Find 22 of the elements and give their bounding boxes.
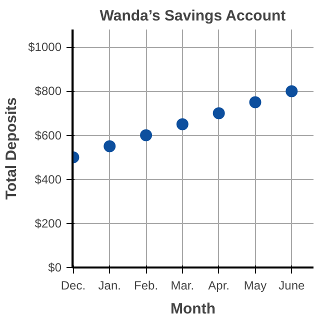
point bbox=[212, 107, 225, 120]
point bbox=[140, 129, 152, 142]
y-tick-label: $1000 bbox=[28, 40, 62, 54]
point bbox=[286, 85, 298, 98]
y-tick-label: $200 bbox=[34, 216, 62, 230]
x-tick-label: Apr. bbox=[208, 278, 230, 292]
y-tick-label: $600 bbox=[34, 128, 62, 142]
point bbox=[249, 96, 262, 108]
point bbox=[104, 140, 116, 152]
x-tick-label: Dec. bbox=[60, 278, 86, 292]
point bbox=[176, 118, 188, 130]
chart-title: Wanda’s Savings Account bbox=[100, 8, 286, 24]
x-tick-label: Jan. bbox=[98, 278, 121, 292]
x-tick-label: May bbox=[244, 278, 267, 292]
x-tick-label: Mar. bbox=[170, 278, 194, 292]
x-tick-label: June bbox=[278, 278, 305, 292]
y-tick-label: $800 bbox=[34, 84, 62, 98]
x-tick-label: Feb. bbox=[134, 278, 158, 292]
y-tick-label: $400 bbox=[34, 172, 62, 186]
y-tick-label: $0 bbox=[48, 260, 62, 274]
y-axis-title: Total Deposits bbox=[3, 97, 20, 200]
x-axis-title: Month bbox=[170, 300, 216, 318]
